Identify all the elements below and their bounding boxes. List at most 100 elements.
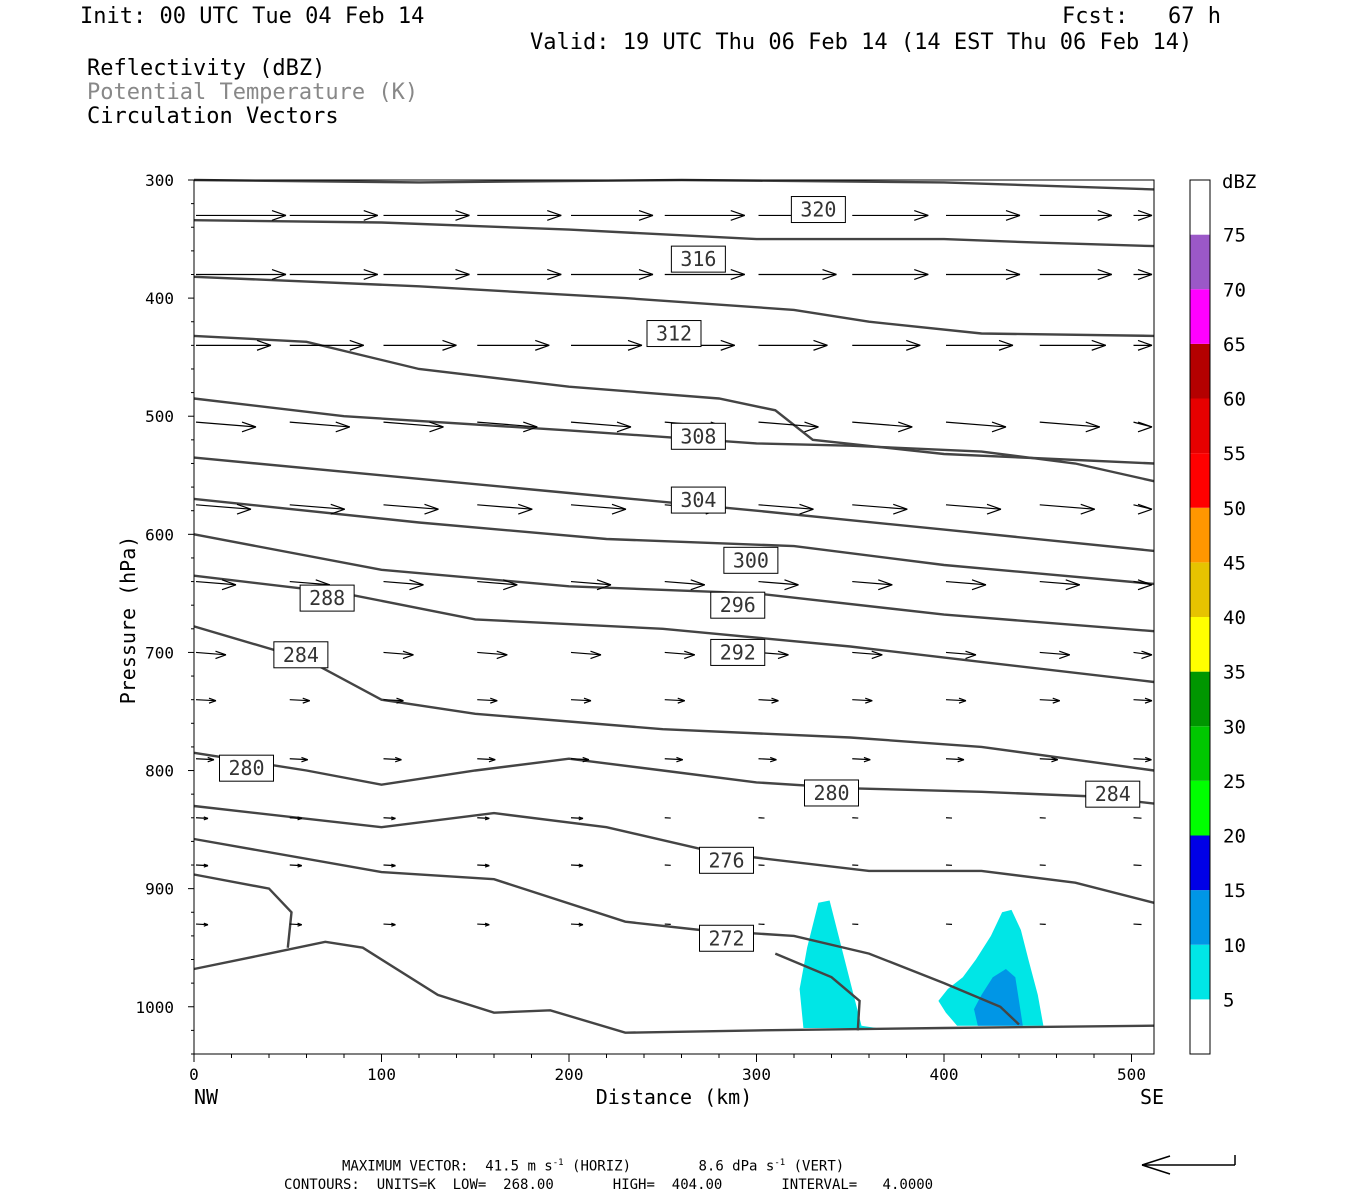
circulation-vector	[570, 579, 612, 591]
colorbar-label: 15	[1223, 880, 1246, 902]
circulation-vector	[852, 697, 873, 704]
circulation-vector	[664, 697, 685, 704]
contour-labels: 320 316 312 308 304 300 296 292 288 284 280 280 284 2…	[219, 196, 1141, 952]
colorbar-unit: dBZ	[1222, 171, 1256, 193]
circulation-vector	[1039, 209, 1112, 221]
x-tick-label: 200	[555, 1065, 584, 1084]
circulation-vector	[664, 579, 705, 591]
circulation-vector	[195, 579, 237, 591]
circulation-vector	[195, 503, 252, 515]
theta-contour	[193, 334, 1155, 465]
circulation-vector	[196, 269, 287, 280]
colorbar-swatch	[1190, 726, 1210, 781]
colorbar-label: 75	[1223, 225, 1246, 247]
field-circulation-vectors: Circulation Vectors	[87, 104, 339, 129]
circulation-vector	[289, 421, 350, 433]
svg-text:292: 292	[720, 640, 756, 664]
svg-text:300: 300	[733, 548, 769, 572]
circulation-vector	[852, 421, 913, 433]
circulation-vector	[477, 269, 562, 280]
colorbar-label: 10	[1223, 935, 1246, 957]
circulation-vector	[383, 697, 404, 704]
colorbar-swatch	[1190, 180, 1210, 235]
circulation-vector	[570, 922, 584, 927]
colorbar-swatch	[1190, 453, 1210, 508]
circulation-vector	[1133, 756, 1152, 763]
theta-contour-label: 272	[699, 924, 754, 952]
circulation-vector	[1133, 339, 1153, 351]
svg-text:276: 276	[708, 848, 744, 872]
circulation-vector	[664, 650, 695, 660]
axes: 300 400 500 600 700 800 900 1000 0 100 200 300 400 50…	[135, 171, 1145, 1084]
theta-contour-label: 304	[670, 486, 726, 514]
circulation-vector	[852, 339, 921, 351]
theta-contour-label: 312	[646, 320, 702, 348]
circulation-vector	[1039, 697, 1060, 704]
circulation-vector	[570, 697, 592, 704]
circulation-vector	[196, 209, 287, 221]
y-tick-label: 300	[145, 171, 174, 190]
svg-text:316: 316	[680, 247, 716, 271]
theta-contour	[193, 178, 1155, 191]
circulation-vector	[289, 756, 308, 763]
circulation-vector	[852, 269, 929, 280]
svg-text:288: 288	[309, 586, 345, 610]
x-axis-title: Distance (km)	[596, 1085, 753, 1109]
theta-contour-label: 280	[804, 779, 859, 807]
colorbar-swatch	[1190, 780, 1210, 836]
colorbar-label: 40	[1223, 607, 1246, 629]
colorbar-swatch	[1190, 617, 1210, 672]
svg-text:312: 312	[656, 322, 692, 346]
svg-text:320: 320	[800, 198, 836, 222]
circulation-vector	[195, 650, 227, 660]
field-potential-temperature: Potential Temperature (K)	[87, 80, 419, 105]
circulation-vector	[1133, 503, 1153, 515]
circulation-vector	[289, 697, 310, 704]
circulation-vector	[1039, 579, 1080, 591]
circulation-vector	[289, 503, 345, 515]
colorbar-frame	[1189, 179, 1211, 1055]
svg-text:296: 296	[720, 593, 756, 617]
reflectivity-area	[799, 900, 877, 1028]
field-reflectivity: Reflectivity (dBZ)	[87, 56, 326, 81]
colorbar-swatch	[1190, 944, 1210, 1000]
circulation-vector	[852, 503, 908, 515]
theta-contour	[774, 952, 861, 1031]
circulation-vector	[289, 269, 378, 280]
circulation-vector	[1133, 421, 1153, 433]
theta-contour-label: 276	[699, 846, 754, 874]
circulation-vector	[1133, 697, 1153, 704]
circulation-vector	[758, 579, 799, 591]
y-tick-label: 900	[145, 880, 174, 899]
valid-time: Valid: 19 UTC Thu 06 Feb 14 (14 EST Thu …	[530, 30, 1193, 55]
circulation-vector	[477, 209, 562, 221]
circulation-vector	[477, 503, 533, 515]
circulation-vector	[195, 863, 209, 868]
x-tick-label: 0	[189, 1065, 199, 1084]
y-axis-title: Pressure (hPa)	[116, 536, 140, 705]
circulation-vector	[195, 421, 257, 433]
circulation-vector	[1039, 503, 1095, 515]
circulation-vector	[570, 816, 584, 821]
circulation-vector	[289, 863, 302, 868]
circulation-vector	[852, 209, 929, 221]
theta-contour-label: 284	[273, 641, 329, 669]
theta-contour-label: 280	[219, 754, 274, 782]
colorbar-swatch	[1190, 562, 1210, 617]
circulation-vector	[383, 339, 457, 351]
theta-contour	[193, 873, 293, 948]
circulation-vector	[1039, 756, 1058, 763]
x-tick-label: 100	[367, 1065, 396, 1084]
footer-contours: CONTOURS: UNITS=K LOW= 268.00 HIGH= 404.…	[284, 1177, 934, 1193]
circulation-vector	[758, 421, 819, 433]
theta-contour-label: 308	[670, 422, 726, 450]
circulation-vector	[571, 339, 643, 351]
circulation-vectors	[195, 209, 1153, 927]
colorbar-label: 5	[1223, 989, 1234, 1011]
colorbar-label: 35	[1223, 662, 1246, 684]
circulation-vector	[1039, 650, 1070, 660]
circulation-vector	[477, 339, 550, 351]
circulation-vector	[945, 756, 965, 763]
colorbar-label: 45	[1223, 552, 1246, 574]
theta-contour	[193, 497, 1155, 586]
